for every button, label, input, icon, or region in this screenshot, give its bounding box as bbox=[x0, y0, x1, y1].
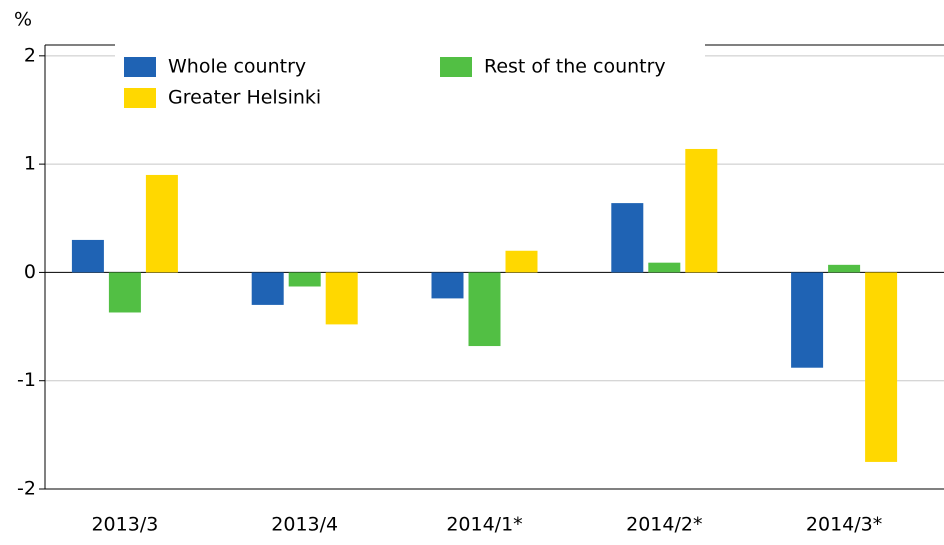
y-tick-label: -2 bbox=[17, 478, 36, 500]
x-tick-label: 2014/1* bbox=[446, 514, 522, 536]
bar bbox=[288, 272, 321, 287]
bar bbox=[468, 272, 501, 347]
legend-swatch bbox=[440, 57, 472, 77]
x-tick-label: 2014/3* bbox=[806, 514, 882, 536]
legend-swatch bbox=[124, 88, 156, 108]
bar bbox=[505, 250, 538, 273]
legend-label: Rest of the country bbox=[484, 56, 666, 78]
x-tick-label: 2014/2* bbox=[626, 514, 702, 536]
bar bbox=[251, 272, 284, 305]
bar bbox=[108, 272, 141, 313]
bar bbox=[865, 272, 898, 462]
bar bbox=[431, 272, 464, 299]
y-tick-label: 0 bbox=[24, 261, 36, 283]
y-tick-label: 1 bbox=[24, 153, 36, 175]
x-tick-label: 2013/4 bbox=[271, 514, 338, 536]
bar bbox=[648, 262, 681, 273]
y-tick-label: 2 bbox=[24, 44, 36, 66]
legend-swatch bbox=[124, 57, 156, 77]
legend-label: Greater Helsinki bbox=[168, 87, 321, 109]
bar bbox=[325, 272, 358, 325]
legend-box bbox=[115, 38, 705, 118]
y-axis-label: % bbox=[14, 9, 32, 31]
bar bbox=[611, 203, 644, 273]
bar bbox=[828, 264, 861, 273]
x-tick-label: 2013/3 bbox=[91, 514, 158, 536]
bar bbox=[145, 174, 178, 273]
bar bbox=[685, 148, 718, 273]
y-tick-label: -1 bbox=[17, 369, 36, 391]
bar bbox=[791, 272, 824, 368]
bar bbox=[71, 239, 104, 273]
legend-label: Whole country bbox=[168, 56, 306, 78]
